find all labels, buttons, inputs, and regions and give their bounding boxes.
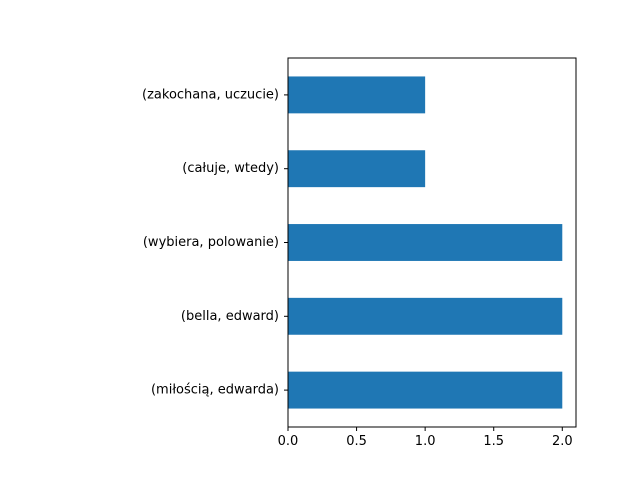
y-axis: (zakochana, uczucie) (całuje, wtedy) (wybi… [142, 87, 288, 398]
x-tick-label: 1.0 [415, 434, 436, 449]
bars-group [288, 76, 563, 409]
bar [288, 224, 563, 261]
x-tick-label: 1.5 [483, 434, 504, 449]
bar [288, 371, 563, 409]
x-tick-label: 0.5 [346, 434, 367, 449]
y-tick-label: (bella, edward) [181, 309, 279, 324]
x-tick-label: 2.0 [552, 434, 573, 449]
x-axis: 0.0 0.5 1.0 1.5 2.0 [278, 427, 573, 449]
bar [288, 150, 426, 188]
y-tick-label: (całuje, wtedy) [182, 161, 279, 176]
y-tick-label: (zakochana, uczucie) [142, 87, 279, 102]
bar [288, 297, 563, 335]
bar [288, 76, 426, 114]
y-tick-label: (wybiera, polowanie) [143, 235, 279, 250]
x-tick-label: 0.0 [278, 434, 299, 449]
y-tick-label: (miłością, edwarda) [151, 383, 279, 398]
